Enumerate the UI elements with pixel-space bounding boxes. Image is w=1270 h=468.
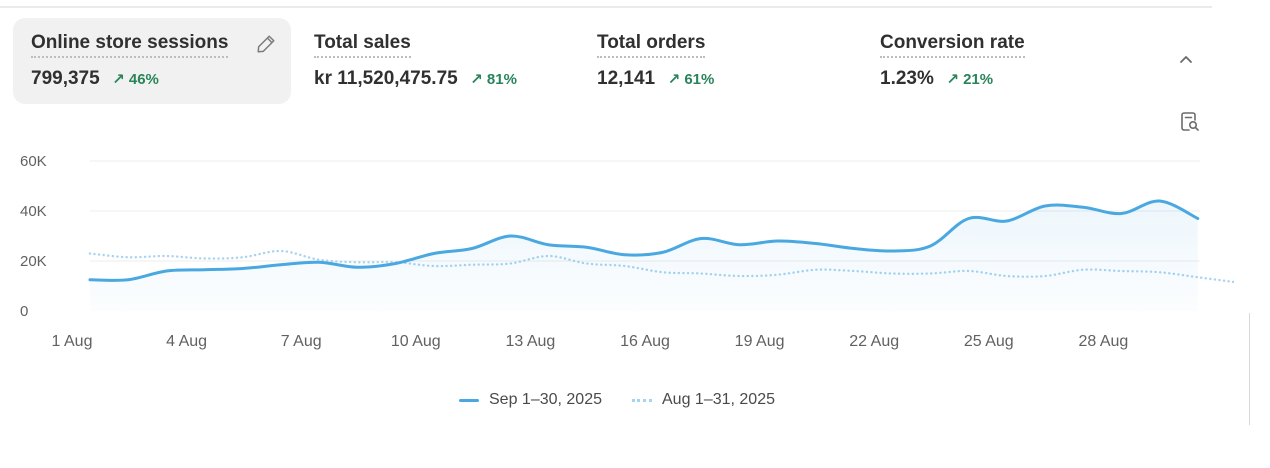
metric-title: Total orders <box>597 32 706 58</box>
metric-change-badge: ↗ 61% <box>667 71 715 88</box>
data-point <box>164 254 168 258</box>
data-point <box>546 243 550 247</box>
y-tick-label: 20K <box>20 253 47 270</box>
data-point <box>737 243 741 247</box>
x-tick-label: 7 Aug <box>281 333 322 350</box>
metric-value: kr 11,520,475.75 <box>314 68 458 89</box>
data-point <box>355 265 359 269</box>
data-point <box>623 253 627 257</box>
x-tick-label: 4 Aug <box>166 333 207 350</box>
magnify-document-icon[interactable] <box>1178 110 1202 134</box>
x-tick-label: 25 Aug <box>964 333 1014 350</box>
metric-value: 12,141 <box>597 68 656 89</box>
data-point <box>241 255 245 259</box>
y-tick-label: 40K <box>20 203 47 220</box>
data-point <box>661 250 665 254</box>
data-point <box>928 244 932 248</box>
metric-card-total-sales[interactable]: Total sales kr 11,520,475.75 ↗ 81% <box>296 18 566 104</box>
data-point <box>126 255 130 259</box>
data-point <box>1043 204 1047 208</box>
legend-label: Sep 1–30, 2025 <box>489 391 602 408</box>
data-point <box>1158 199 1162 203</box>
data-point <box>890 249 894 253</box>
data-point <box>1119 212 1123 216</box>
pencil-icon[interactable] <box>255 33 277 55</box>
chart-legend: Sep 1–30, 2025 Aug 1–31, 2025 <box>0 386 1234 414</box>
data-point <box>508 234 512 238</box>
top-divider <box>0 6 1212 8</box>
data-point <box>1081 205 1085 209</box>
x-tick-label: 10 Aug <box>391 333 441 350</box>
data-point <box>967 217 971 221</box>
data-point <box>432 252 436 256</box>
data-point <box>1196 217 1200 221</box>
metric-change-badge: ↗ 46% <box>112 71 159 88</box>
metric-title: Conversion rate <box>880 32 1025 58</box>
legend-item-previous[interactable]: Aug 1–31, 2025 <box>632 391 775 409</box>
data-point <box>852 247 856 251</box>
chevron-up-icon[interactable] <box>1174 48 1198 72</box>
data-point <box>814 242 818 246</box>
x-tick-label: 28 Aug <box>1078 333 1128 350</box>
data-point <box>126 278 130 282</box>
data-point <box>203 268 207 272</box>
data-point <box>470 247 474 251</box>
data-point <box>88 278 92 282</box>
metric-value: 1.23% <box>880 68 934 89</box>
metric-change-badge: ↗ 21% <box>946 71 994 88</box>
data-point <box>88 252 92 256</box>
x-tick-label: 13 Aug <box>505 333 555 350</box>
legend-swatch-solid <box>459 398 479 402</box>
metric-card-total-orders[interactable]: Total orders 12,141 ↗ 61% <box>579 18 849 104</box>
data-point <box>317 260 321 264</box>
divider <box>1249 313 1250 425</box>
metric-card-sessions[interactable]: Online store sessions 799,375 ↗ 46% <box>13 18 291 104</box>
x-tick-label: 19 Aug <box>735 333 785 350</box>
x-tick-label: 1 Aug <box>52 333 93 350</box>
data-point <box>164 269 168 273</box>
data-point <box>1005 219 1009 223</box>
y-tick-label: 60K <box>20 153 47 170</box>
y-tick-label: 0 <box>20 303 28 320</box>
legend-label: Aug 1–31, 2025 <box>662 391 775 408</box>
data-point <box>585 245 589 249</box>
data-point <box>394 262 398 266</box>
data-point <box>279 249 283 253</box>
sessions-line-chart: 0 20K 40K 60K 1 Aug 4 Aug 7 Aug 10 Aug 13 Aug 16 … <box>20 153 1234 350</box>
x-tick-label: 22 Aug <box>849 333 899 350</box>
data-point <box>241 267 245 271</box>
data-point <box>279 263 283 267</box>
data-point <box>776 239 780 243</box>
legend-swatch-dotted <box>632 398 652 402</box>
legend-item-current[interactable]: Sep 1–30, 2025 <box>459 391 602 409</box>
metric-value: 799,375 <box>31 68 100 89</box>
metric-change-badge: ↗ 81% <box>470 71 517 88</box>
data-point <box>699 237 703 241</box>
data-point <box>355 260 359 264</box>
metric-title: Total sales <box>314 32 411 58</box>
metric-title: Online store sessions <box>31 32 229 58</box>
series-line-current <box>88 199 1200 282</box>
x-tick-label: 16 Aug <box>620 333 670 350</box>
data-point <box>203 257 207 261</box>
metric-card-conversion-rate[interactable]: Conversion rate 1.23% ↗ 21% <box>862 18 1132 104</box>
